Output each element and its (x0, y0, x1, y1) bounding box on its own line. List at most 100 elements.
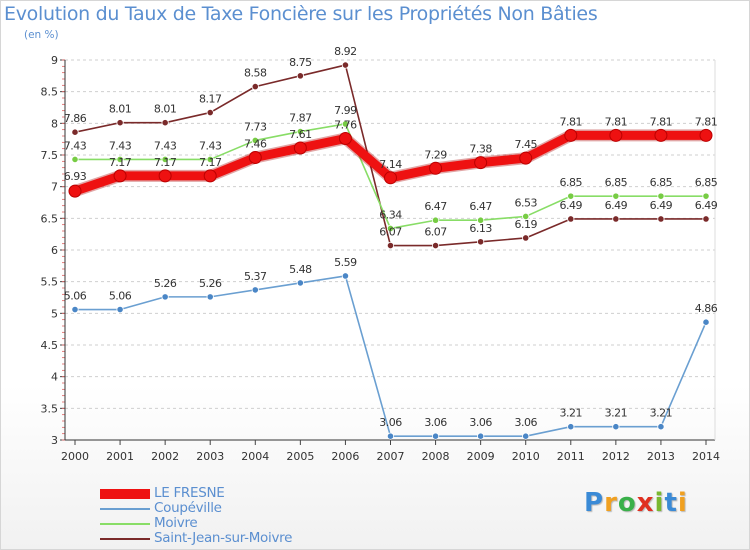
data-point (612, 215, 620, 223)
data-point (657, 215, 665, 223)
data-label: 6.47 (469, 200, 492, 213)
data-point (206, 155, 214, 164)
data-label: 6.34 (379, 208, 402, 221)
legend-swatch (100, 523, 150, 525)
data-point (431, 216, 440, 224)
data-point (71, 305, 79, 314)
x-tick-label: 2008 (422, 450, 450, 463)
y-tick-label: 8 (51, 117, 58, 130)
data-label: 7.76 (334, 119, 357, 132)
y-tick-label: 4 (51, 371, 58, 384)
data-label: 6.85 (650, 176, 673, 189)
data-point (386, 432, 395, 440)
data-point (564, 128, 578, 142)
data-point (699, 128, 713, 142)
data-point (431, 432, 440, 440)
data-point (251, 136, 259, 145)
x-tick-label: 2005 (286, 450, 314, 463)
data-label: 5.06 (64, 290, 87, 303)
data-label: 6.85 (605, 176, 628, 189)
data-point (657, 423, 665, 431)
y-tick-label: 6 (51, 244, 58, 257)
data-label: 7.81 (605, 115, 628, 128)
data-label: 7.45 (514, 138, 537, 151)
logo-letter: x (636, 488, 655, 518)
data-label: 4.86 (695, 302, 718, 315)
data-label: 6.47 (424, 200, 447, 213)
y-tick-label: 7 (51, 181, 58, 194)
data-point (116, 155, 124, 164)
logo-letter: i (677, 488, 688, 518)
data-point (477, 432, 485, 440)
data-label: 7.46 (244, 138, 267, 151)
data-label: 7.87 (289, 112, 312, 125)
data-label: 7.86 (64, 112, 87, 125)
data-point (612, 192, 620, 200)
logo-letter: P (584, 488, 605, 518)
x-tick-label: 2012 (602, 450, 630, 463)
data-point (519, 151, 533, 165)
data-point (161, 293, 169, 301)
x-tick-label: 2009 (467, 450, 495, 463)
data-point (251, 83, 259, 91)
data-point (609, 128, 623, 142)
data-label: 7.43 (199, 139, 222, 152)
data-label: 3.21 (605, 407, 628, 420)
legend-label: LE FRESNE (154, 485, 225, 501)
data-label: 3.06 (424, 416, 447, 429)
data-point (161, 155, 169, 164)
legend-label: Coupéville (154, 500, 222, 516)
data-label: 6.07 (379, 226, 402, 239)
data-label: 8.01 (154, 103, 177, 116)
data-label: 5.06 (109, 290, 132, 303)
data-point (386, 241, 395, 250)
data-label: 8.01 (109, 103, 132, 116)
x-tick-label: 2004 (241, 450, 269, 463)
data-point (384, 171, 397, 185)
x-tick-label: 2000 (61, 450, 89, 463)
data-point (429, 161, 443, 175)
data-point (296, 127, 304, 136)
data-point (341, 61, 350, 69)
x-tick-label: 2010 (512, 450, 540, 463)
data-label: 6.07 (424, 226, 447, 239)
data-label: 6.19 (514, 218, 537, 231)
x-tick-label: 2002 (151, 450, 179, 463)
data-label: 3.06 (469, 416, 492, 429)
data-label: 7.17 (109, 156, 132, 169)
y-tick-label: 5 (51, 307, 58, 320)
data-point (338, 132, 352, 146)
y-tick-label: 8.5 (41, 86, 59, 99)
data-point (654, 128, 668, 142)
data-label: 7.29 (424, 148, 447, 161)
legend-label: Saint-Jean-sur-Moivre (154, 530, 293, 546)
chart-title: Evolution du Taux de Taxe Foncière sur l… (4, 3, 598, 25)
data-label: 6.85 (695, 176, 718, 189)
data-point (431, 241, 440, 250)
data-point (702, 318, 710, 326)
legend-swatch (100, 538, 150, 540)
data-label: 8.92 (334, 45, 357, 58)
data-point (293, 141, 307, 155)
proxiti-logo: Proxiti (584, 488, 688, 518)
data-label: 3.06 (379, 416, 402, 429)
data-label: 3.21 (650, 407, 673, 420)
x-tick-label: 2003 (196, 450, 224, 463)
data-point (567, 215, 575, 223)
data-point (116, 119, 124, 127)
data-point (113, 169, 127, 183)
data-point (657, 192, 665, 200)
data-point (702, 215, 710, 223)
data-point (522, 212, 530, 221)
data-label: 5.37 (244, 270, 267, 283)
data-point (116, 305, 124, 314)
data-point (296, 72, 304, 80)
y-tick-label: 3 (51, 434, 58, 447)
data-label: 8.75 (289, 56, 312, 69)
legend-swatch (100, 489, 150, 499)
logo-letter: i (654, 488, 665, 518)
data-label: 6.53 (514, 196, 537, 209)
data-point (702, 192, 710, 200)
x-tick-label: 2011 (557, 450, 585, 463)
data-label: 7.99 (334, 104, 357, 117)
